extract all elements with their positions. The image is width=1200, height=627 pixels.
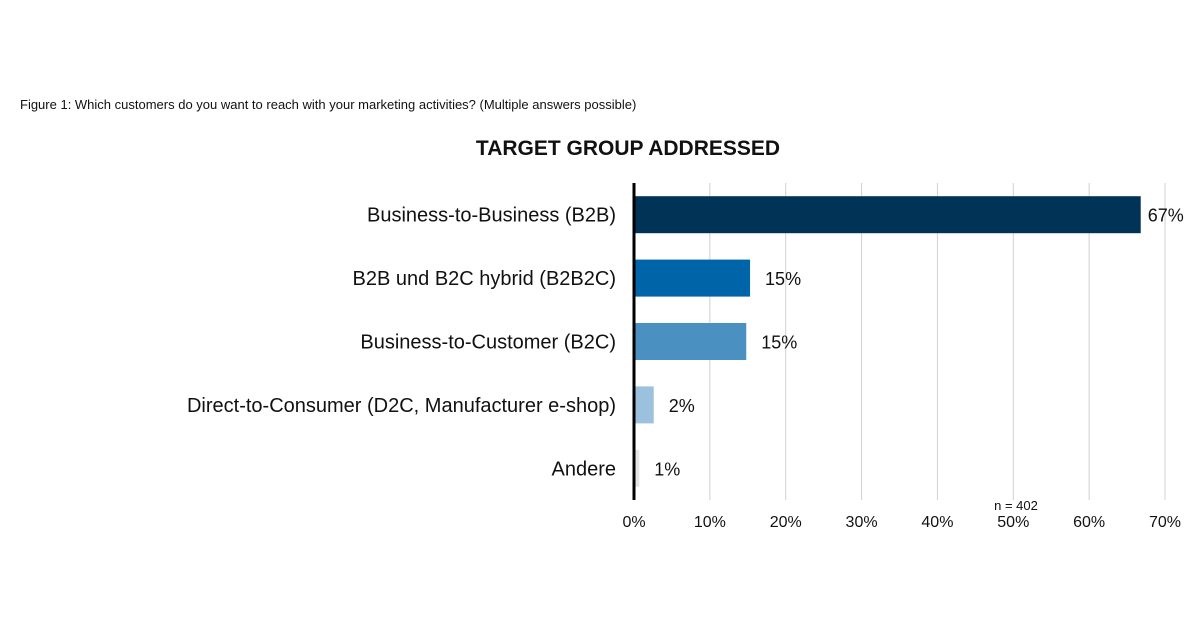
- category-label: B2B und B2C hybrid (B2B2C): [353, 268, 616, 290]
- category-label: Andere: [552, 458, 617, 480]
- x-tick-label: 0%: [622, 514, 645, 531]
- x-tick-label: 30%: [846, 514, 878, 531]
- bar: [634, 196, 1141, 234]
- x-tick-label: 60%: [1073, 514, 1105, 531]
- x-tick-label: 70%: [1149, 514, 1181, 531]
- bar: [634, 323, 747, 360]
- chart-title: TARGET GROUP ADDRESSED: [475, 137, 781, 160]
- data-label: 1%: [654, 459, 680, 479]
- bar: [634, 449, 640, 487]
- x-tick-label: 10%: [694, 514, 726, 531]
- data-label: 2%: [669, 396, 695, 416]
- x-tick-label: 40%: [921, 514, 953, 531]
- x-tick-label: 20%: [770, 514, 802, 531]
- category-label: Business-to-Customer (B2C): [360, 332, 616, 354]
- data-label: 15%: [765, 269, 801, 289]
- category-label: Business-to-Business (B2B): [367, 205, 616, 227]
- figure-caption: Figure 1: Which customers do you want to…: [20, 97, 637, 112]
- x-tick-label: 50%: [997, 514, 1029, 531]
- sample-size-annotation: n = 402: [994, 498, 1038, 513]
- data-label: 15%: [761, 333, 797, 353]
- data-label: 67%: [1148, 206, 1184, 226]
- bar: [634, 386, 654, 424]
- bar: [634, 259, 751, 297]
- category-label: Direct-to-Consumer (D2C, Manufacturer e-…: [187, 395, 616, 417]
